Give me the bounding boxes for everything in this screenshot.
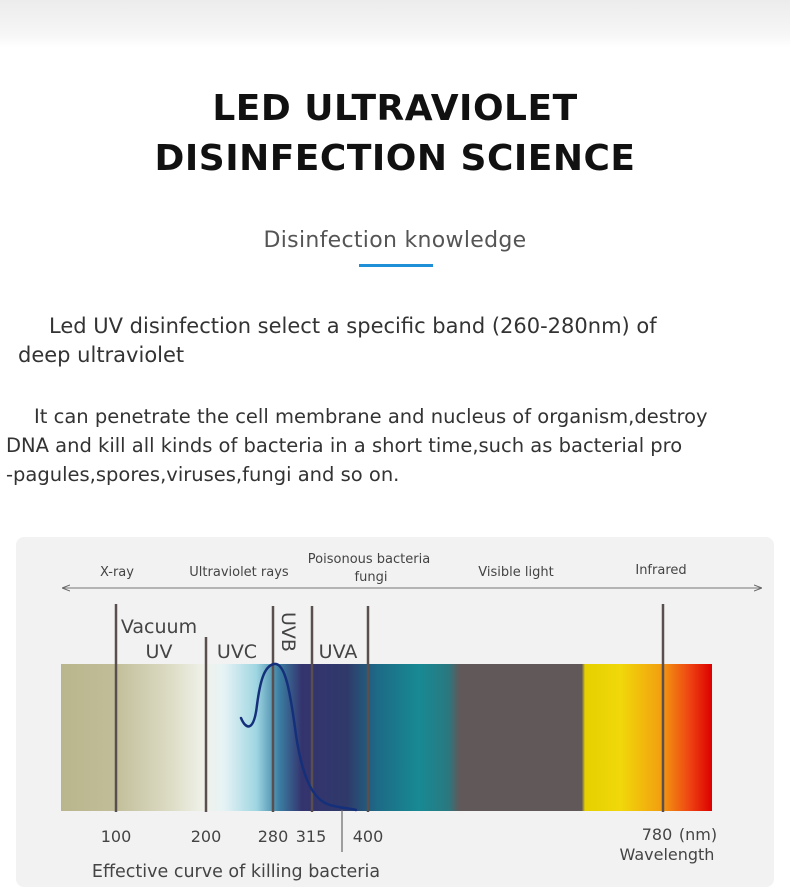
label-ultraviolet-rays: Ultraviolet rays (189, 565, 289, 580)
subtitle-underline (359, 264, 433, 267)
section-subtitle: Disinfection knowledge (263, 228, 527, 253)
tick-label-315: 315 (296, 827, 327, 846)
paragraph-line: DNA and kill all kinds of bacteria in a … (6, 434, 683, 457)
paragraph-uv-band: Led UV disinfection select a specific ba… (18, 312, 788, 370)
title-line-2: DISINFECTION SCIENCE (154, 138, 636, 179)
band-label-uva: UVA (319, 641, 358, 663)
band-label-uvb: UVB (277, 612, 299, 652)
paragraph-line: Led UV disinfection select a specific ba… (49, 314, 657, 338)
axis-label-wavelength: Wavelength (620, 845, 715, 864)
title-line-1: LED ULTRAVIOLET (212, 88, 578, 129)
band-label-vacuum-uv: UV (146, 641, 173, 663)
tick-label-100: 100 (101, 827, 132, 846)
band-label-vacuum: Vacuum (121, 616, 197, 638)
killing-curve (239, 662, 358, 812)
label-visible-light: Visible light (478, 565, 553, 580)
top-band (0, 0, 790, 48)
paragraph-line: It can penetrate the cell membrane and n… (34, 405, 708, 428)
label-xray: X-ray (100, 565, 134, 580)
tick-label-400: 400 (353, 827, 384, 846)
paragraph-penetration: It can penetrate the cell membrane and n… (6, 402, 788, 489)
curve-caption: Effective curve of killing bacteria (92, 862, 380, 882)
paragraph-line: -pagules,spores,viruses,fungi and so on. (6, 463, 400, 486)
spectrum-bar (61, 664, 712, 811)
label-poisonous-bacteria: Poisonous bacteria (308, 552, 430, 567)
paragraph-line: deep ultraviolet (18, 343, 185, 367)
label-infrared: Infrared (635, 563, 686, 578)
tick-label-780: 780 (642, 825, 673, 844)
band-label-uvc: UVC (217, 641, 257, 663)
page-title: LED ULTRAVIOLET DISINFECTION SCIENCE (0, 84, 790, 184)
tick-label-200: 200 (191, 827, 222, 846)
tick-label-280: 280 (258, 827, 289, 846)
unit-label: (nm) (679, 825, 717, 844)
label-fungi: fungi (355, 570, 388, 585)
